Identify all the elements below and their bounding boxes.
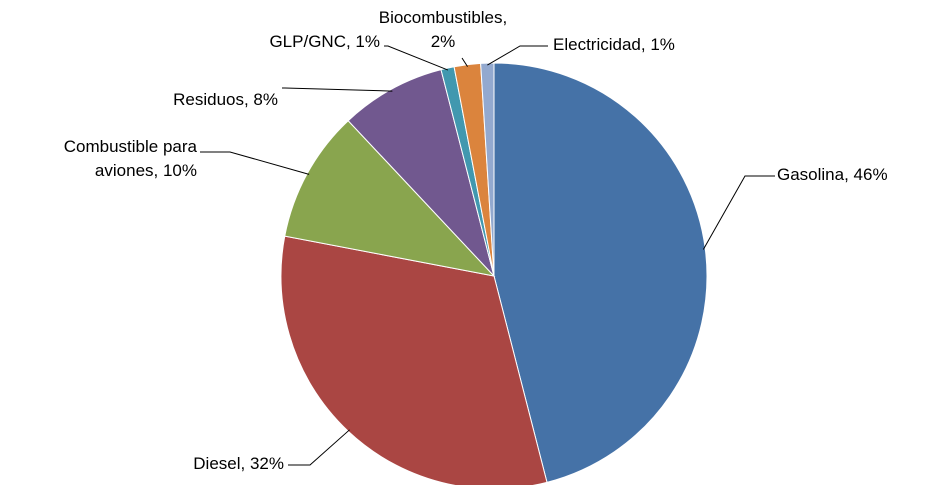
data-label: Electricidad, 1% [553, 35, 675, 54]
leader-line [288, 429, 350, 466]
data-label: Combustible para aviones, 10% [64, 137, 198, 180]
pie-slice [347, 69, 495, 277]
data-label-line: Electricidad, 1% [553, 35, 675, 54]
pie-slice [480, 62, 495, 277]
data-label-line: 2% [431, 32, 456, 51]
leader-line [200, 151, 310, 175]
data-label: Residuos, 8% [173, 90, 278, 109]
leader-line [487, 45, 548, 66]
data-label-line: Biocombustibles, [379, 8, 508, 27]
data-label-line: aviones, 10% [95, 161, 197, 180]
leader-line [461, 57, 468, 67]
leader-line [384, 45, 449, 71]
leader-line [702, 175, 775, 250]
data-label: GLP/GNC, 1% [269, 32, 380, 51]
data-label: Biocombustibles, 2% [379, 8, 508, 51]
data-label-line: Combustible para [64, 137, 198, 156]
data-label-line: GLP/GNC, 1% [269, 32, 380, 51]
data-label: Gasolina, 46% [777, 165, 888, 184]
data-label-line: Gasolina, 46% [777, 165, 888, 184]
data-label-line: Residuos, 8% [173, 90, 278, 109]
data-label: Diesel, 32% [193, 454, 284, 473]
data-label-line: Diesel, 32% [193, 454, 284, 473]
leader-line [282, 87, 393, 92]
pie-slice [493, 62, 708, 483]
